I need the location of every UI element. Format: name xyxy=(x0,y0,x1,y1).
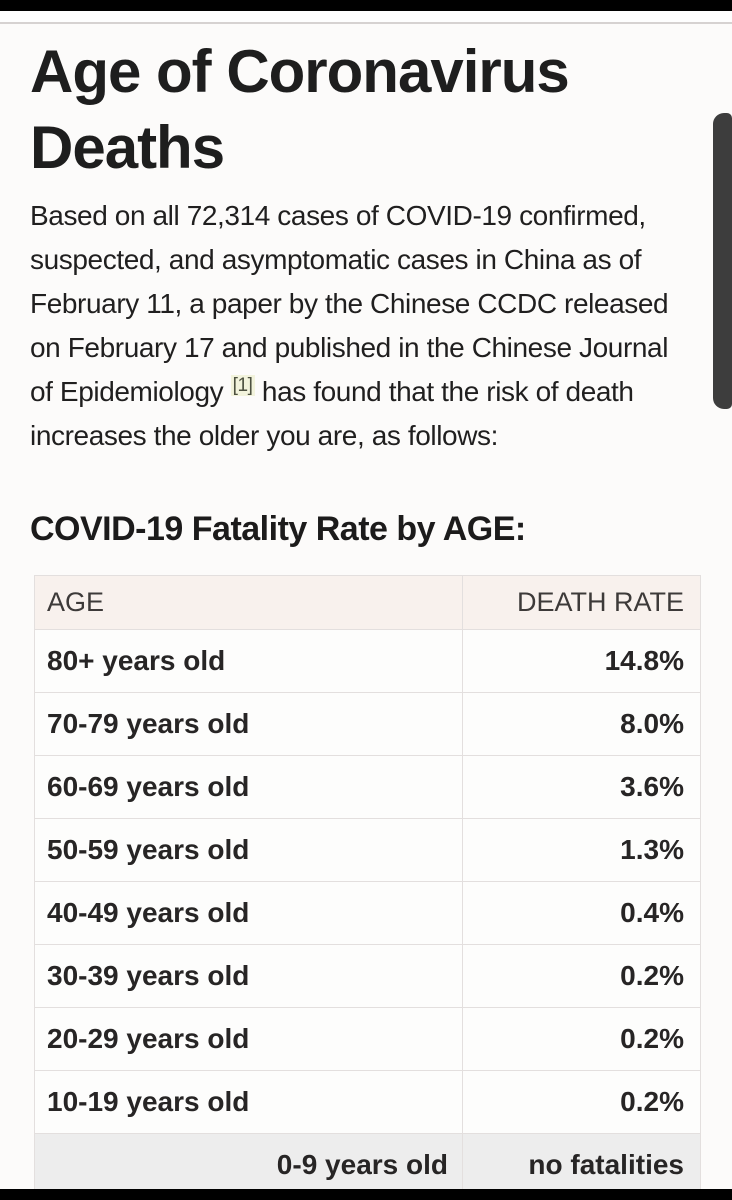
browser-chrome-edge xyxy=(0,11,732,24)
age-cell: 80+ years old xyxy=(34,629,463,693)
table-row: 60-69 years old 3.6% xyxy=(34,755,701,819)
age-cell: 60-69 years old xyxy=(34,755,463,819)
age-cell: 10-19 years old xyxy=(34,1070,463,1134)
rate-cell: 0.4% xyxy=(462,881,701,945)
rate-cell: 14.8% xyxy=(462,629,701,693)
table-row: 50-59 years old 1.3% xyxy=(34,818,701,882)
age-cell: 50-59 years old xyxy=(34,818,463,882)
table-row-youngest: 0-9 years old no fatalities xyxy=(34,1133,701,1197)
table-row: 10-19 years old 0.2% xyxy=(34,1070,701,1134)
table-row: 40-49 years old 0.4% xyxy=(34,881,701,945)
rate-cell: 8.0% xyxy=(462,692,701,756)
table-row: 70-79 years old 8.0% xyxy=(34,692,701,756)
rate-cell: 0.2% xyxy=(462,1007,701,1071)
age-cell: 40-49 years old xyxy=(34,881,463,945)
intro-paragraph: Based on all 72,314 cases of COVID-19 co… xyxy=(30,194,694,458)
column-header-death-rate: DEATH RATE xyxy=(462,575,701,630)
table-row: 20-29 years old 0.2% xyxy=(34,1007,701,1071)
age-cell: 30-39 years old xyxy=(34,944,463,1008)
rate-cell: 1.3% xyxy=(462,818,701,882)
column-header-age: AGE xyxy=(34,575,463,630)
rate-cell: no fatalities xyxy=(462,1133,701,1197)
citation-link[interactable]: [1] xyxy=(230,374,255,396)
age-cell: 20-29 years old xyxy=(34,1007,463,1071)
rate-cell: 0.2% xyxy=(462,944,701,1008)
top-black-bar xyxy=(0,0,732,11)
section-heading: COVID-19 Fatality Rate by AGE: xyxy=(30,510,526,548)
scrollbar-thumb[interactable] xyxy=(713,113,732,409)
age-cell: 70-79 years old xyxy=(34,692,463,756)
rate-cell: 0.2% xyxy=(462,1070,701,1134)
table-row: 30-39 years old 0.2% xyxy=(34,944,701,1008)
intro-text-after: has found that the risk of death increas… xyxy=(30,376,634,451)
table-row: 80+ years old 14.8% xyxy=(34,629,701,693)
rate-cell: 3.6% xyxy=(462,755,701,819)
table-header-row: AGE DEATH RATE xyxy=(34,575,701,630)
age-cell: 0-9 years old xyxy=(34,1133,463,1197)
fatality-rate-table: AGE DEATH RATE 80+ years old 14.8% 70-79… xyxy=(34,575,701,1197)
intro-text-before: Based on all 72,314 cases of COVID-19 co… xyxy=(30,200,669,407)
page-title: Age of Coronavirus Deaths xyxy=(30,38,570,181)
bottom-black-bar xyxy=(0,1189,732,1200)
